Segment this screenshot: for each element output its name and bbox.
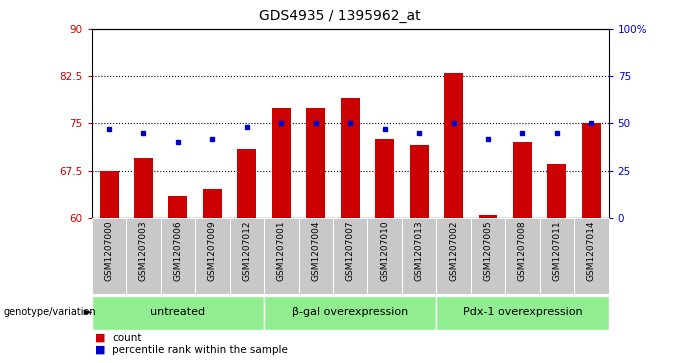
- Text: untreated: untreated: [150, 307, 205, 317]
- Text: ■: ■: [95, 333, 105, 343]
- Bar: [264, 218, 299, 294]
- Bar: [375, 139, 394, 218]
- Bar: [505, 218, 540, 294]
- Text: GSM1207006: GSM1207006: [173, 220, 182, 281]
- Bar: [195, 218, 230, 294]
- Text: GSM1207013: GSM1207013: [415, 220, 424, 281]
- Bar: [299, 218, 333, 294]
- Bar: [437, 218, 471, 294]
- Text: GSM1207011: GSM1207011: [552, 220, 562, 281]
- Text: GSM1207008: GSM1207008: [518, 220, 527, 281]
- Text: GSM1207009: GSM1207009: [208, 220, 217, 281]
- Text: GSM1207012: GSM1207012: [242, 220, 252, 281]
- Bar: [437, 296, 609, 330]
- Text: genotype/variation: genotype/variation: [3, 307, 96, 317]
- Bar: [126, 218, 160, 294]
- Bar: [160, 218, 195, 294]
- Text: GSM1207014: GSM1207014: [587, 220, 596, 281]
- Bar: [444, 73, 463, 218]
- Bar: [471, 218, 505, 294]
- Bar: [92, 218, 126, 294]
- Text: GSM1207007: GSM1207007: [345, 220, 355, 281]
- Bar: [92, 296, 264, 330]
- Bar: [341, 98, 360, 218]
- Polygon shape: [84, 310, 92, 315]
- Bar: [203, 189, 222, 218]
- Bar: [540, 218, 574, 294]
- Bar: [409, 146, 428, 218]
- Bar: [264, 296, 437, 330]
- Bar: [513, 142, 532, 218]
- Text: GSM1207005: GSM1207005: [483, 220, 492, 281]
- Bar: [574, 218, 609, 294]
- Text: GSM1207004: GSM1207004: [311, 220, 320, 281]
- Bar: [272, 108, 291, 218]
- Bar: [169, 196, 188, 218]
- Text: Pdx-1 overexpression: Pdx-1 overexpression: [462, 307, 582, 317]
- Text: GSM1207003: GSM1207003: [139, 220, 148, 281]
- Text: GSM1207010: GSM1207010: [380, 220, 389, 281]
- Text: GSM1207000: GSM1207000: [105, 220, 114, 281]
- Text: count: count: [112, 333, 141, 343]
- Bar: [582, 123, 601, 218]
- Text: GSM1207001: GSM1207001: [277, 220, 286, 281]
- Text: β-gal overexpression: β-gal overexpression: [292, 307, 408, 317]
- Bar: [99, 171, 118, 218]
- Bar: [230, 218, 264, 294]
- Text: percentile rank within the sample: percentile rank within the sample: [112, 344, 288, 355]
- Bar: [333, 218, 367, 294]
- Bar: [547, 164, 566, 218]
- Bar: [479, 215, 498, 218]
- Bar: [306, 108, 325, 218]
- Bar: [237, 148, 256, 218]
- Text: GSM1207002: GSM1207002: [449, 220, 458, 281]
- Text: ■: ■: [95, 344, 105, 355]
- Bar: [134, 158, 153, 218]
- Text: GDS4935 / 1395962_at: GDS4935 / 1395962_at: [259, 9, 421, 23]
- Bar: [367, 218, 402, 294]
- Bar: [402, 218, 437, 294]
